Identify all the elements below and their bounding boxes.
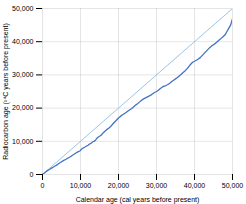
svg-text:10,000: 10,000 [70,182,92,189]
svg-text:30,000: 30,000 [146,182,168,189]
svg-text:20,000: 20,000 [12,104,34,111]
svg-text:50,000: 50,000 [12,5,34,12]
svg-text:40,000: 40,000 [184,182,206,189]
svg-text:0: 0 [41,182,45,189]
svg-text:10,000: 10,000 [12,138,34,145]
svg-text:40,000: 40,000 [12,38,34,45]
svg-text:30,000: 30,000 [12,71,34,78]
svg-text:0: 0 [30,171,34,178]
svg-text:50,000: 50,000 [222,182,244,189]
svg-text:20,000: 20,000 [108,182,130,189]
svg-text:Calendar age (cal years before: Calendar age (cal years before present) [76,196,200,204]
svg-text:Radiocarbon age (¹⁴C years bef: Radiocarbon age (¹⁴C years before presen… [2,23,10,159]
